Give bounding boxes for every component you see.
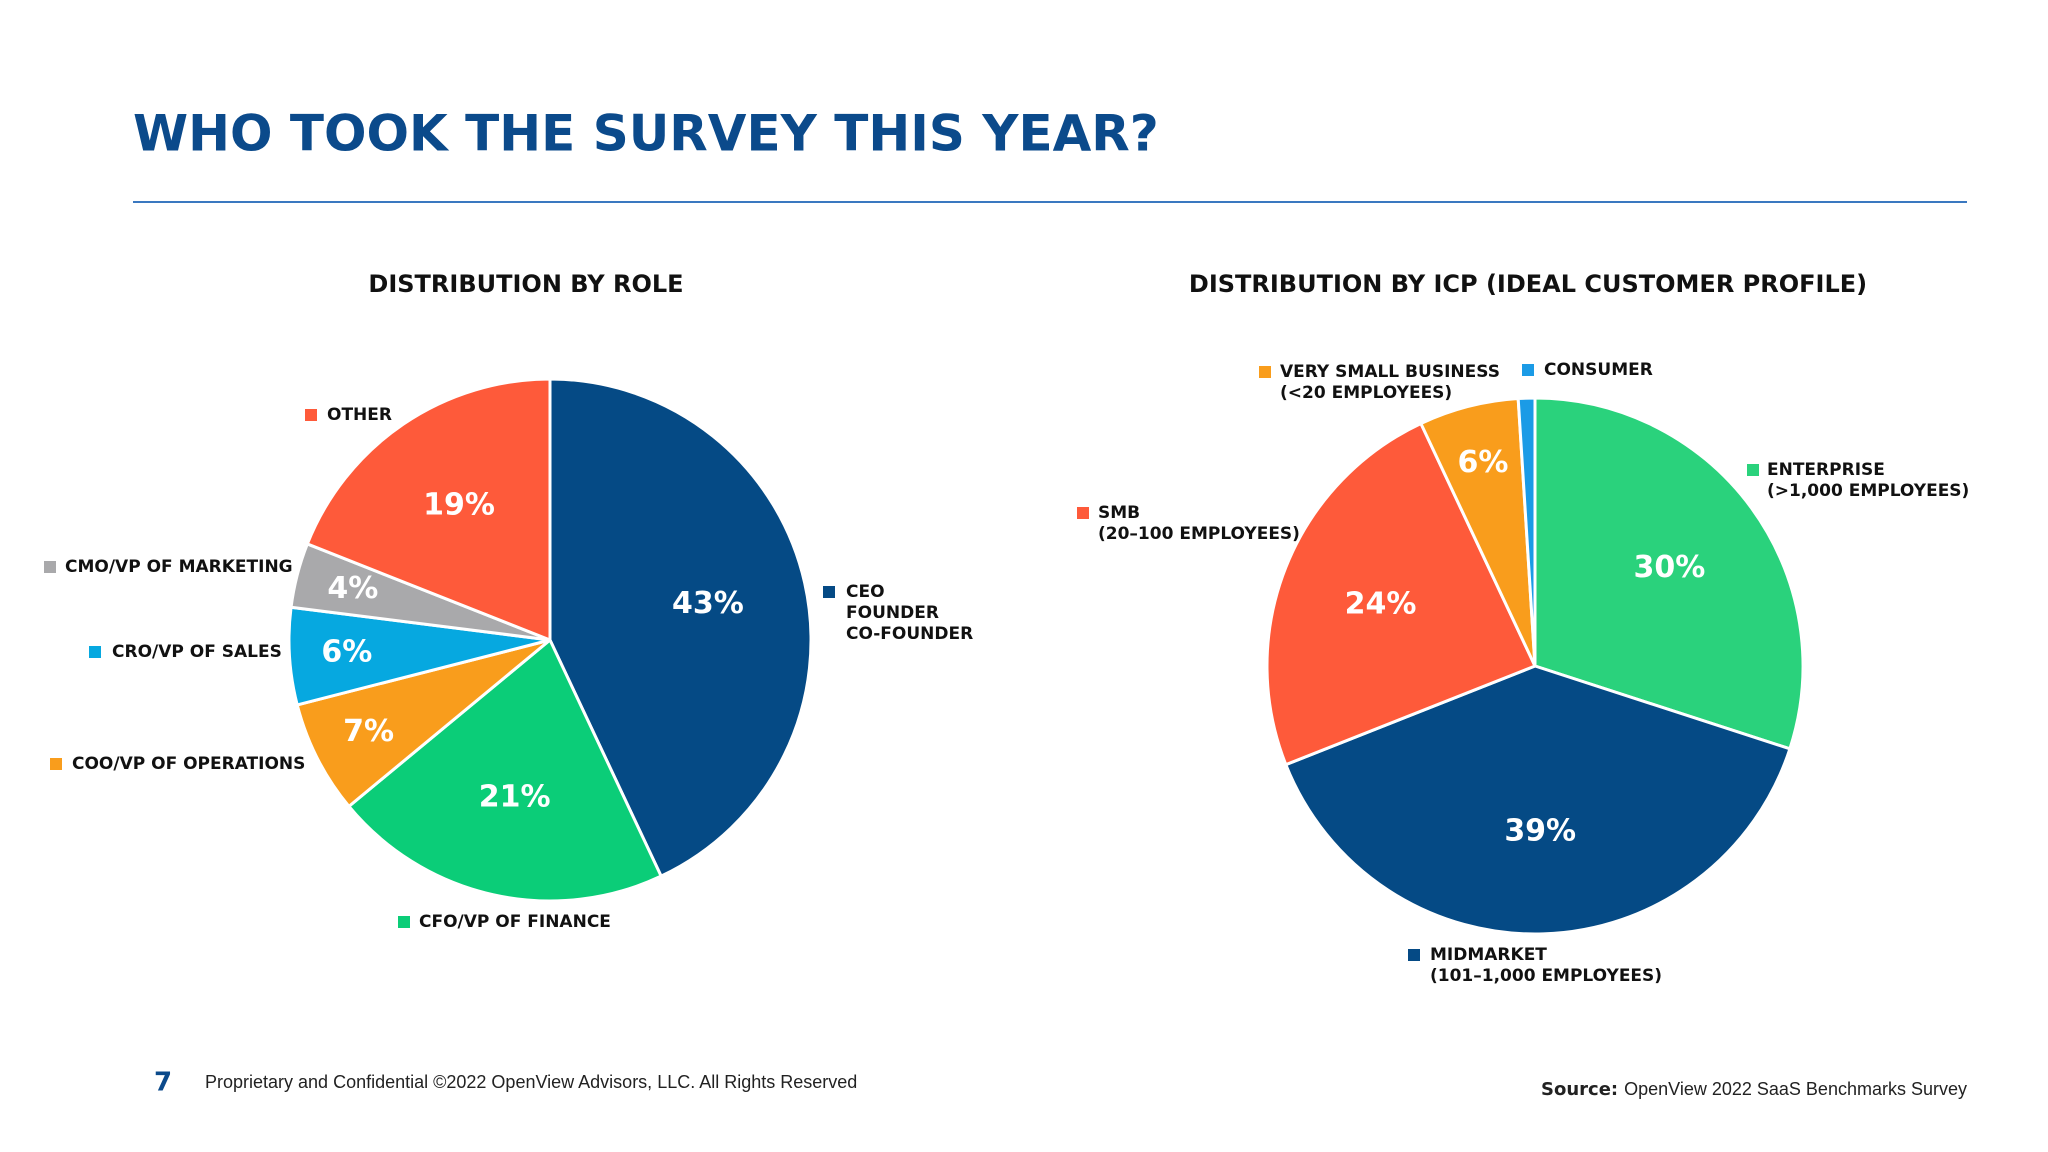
- legend-swatch: [50, 758, 62, 770]
- legend-label: (20–100 EMPLOYEES): [1098, 524, 1300, 544]
- pie-slice: [1516, 396, 1537, 667]
- footer: Proprietary and Confidential ©2022 OpenV…: [205, 1072, 857, 1092]
- legend-swatch: [1408, 949, 1420, 961]
- legend-swatch: [823, 586, 835, 598]
- chart-title: DISTRIBUTION BY ICP (IDEAL CUSTOMER PROF…: [1189, 270, 1867, 298]
- legend-label: CMO/VP OF MARKETING: [65, 557, 293, 577]
- legend-label: MIDMARKET: [1430, 945, 1547, 965]
- legend-label: CO-FOUNDER: [846, 624, 973, 644]
- value-label: 6%: [321, 634, 372, 669]
- source: Source: OpenView 2022 SaaS Benchmarks Sur…: [1541, 1079, 1967, 1100]
- legend-label: CRO/VP OF SALES: [112, 642, 282, 662]
- value-label: 7%: [343, 714, 394, 749]
- value-label: 24%: [1345, 586, 1417, 621]
- value-label: 30%: [1634, 550, 1706, 585]
- value-label: 19%: [423, 488, 495, 523]
- legend-swatch: [1259, 366, 1271, 378]
- legend-label: VERY SMALL BUSINESS: [1280, 362, 1500, 382]
- legend-label: (101–1,000 EMPLOYEES): [1430, 966, 1662, 986]
- legend-label: OTHER: [327, 405, 392, 425]
- legend-swatch: [44, 561, 56, 573]
- pie-slice: [305, 377, 552, 643]
- value-label: 4%: [327, 571, 378, 606]
- page-number: 7: [154, 1068, 172, 1098]
- legend-swatch: [305, 409, 317, 421]
- pie-slice: [1283, 664, 1792, 936]
- legend-label: SMB: [1098, 503, 1140, 523]
- value-label: 6%: [1458, 445, 1509, 480]
- pie-slice: [1265, 421, 1538, 767]
- pie-slice: [548, 377, 813, 879]
- legend-label: COO/VP OF OPERATIONS: [72, 754, 305, 774]
- legend-label: CONSUMER: [1544, 360, 1653, 380]
- value-label: 43%: [672, 586, 744, 621]
- source-text: OpenView 2022 SaaS Benchmarks Survey: [1624, 1079, 1967, 1099]
- legend-label: (<20 EMPLOYEES): [1280, 383, 1452, 403]
- legend-label: CFO/VP OF FINANCE: [419, 912, 611, 932]
- legend-label: CEO: [846, 582, 885, 602]
- value-label: 21%: [479, 779, 551, 814]
- legend-label: (>1,000 EMPLOYEES): [1767, 481, 1969, 501]
- pie-slice: [346, 637, 664, 903]
- pie-slice: [1533, 396, 1805, 751]
- source-label: Source:: [1541, 1079, 1618, 1100]
- chart-title: DISTRIBUTION BY ROLE: [368, 270, 683, 298]
- legend-swatch: [398, 916, 410, 928]
- legend-swatch: [1077, 507, 1089, 519]
- legend-label: ENTERPRISE: [1767, 460, 1885, 480]
- legend-swatch: [89, 646, 101, 658]
- slide-title: WHO TOOK THE SURVEY THIS YEAR?: [133, 105, 1159, 163]
- legend-swatch: [1522, 364, 1534, 376]
- value-label: 39%: [1504, 814, 1576, 849]
- legend-swatch: [1747, 464, 1759, 476]
- legend-label: FOUNDER: [846, 603, 939, 623]
- pie-slice: [295, 638, 551, 809]
